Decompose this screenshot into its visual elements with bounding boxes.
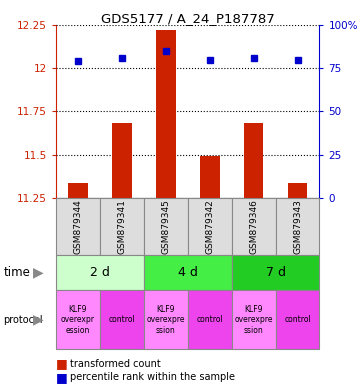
Bar [100,198,144,255]
Bar [200,156,219,198]
Bar [112,124,132,198]
Bar [275,198,319,255]
Text: GSM879345: GSM879345 [161,199,170,254]
Bar [288,183,308,198]
Bar [144,255,232,290]
Text: KLF9
overexpre
ssion: KLF9 overexpre ssion [234,305,273,334]
Text: GDS5177 / A_24_P187787: GDS5177 / A_24_P187787 [101,12,275,25]
Text: protocol: protocol [4,314,43,325]
Bar [56,255,144,290]
Bar [144,290,188,349]
Text: KLF9
overexpr
ession: KLF9 overexpr ession [61,305,95,334]
Text: GSM879343: GSM879343 [293,199,302,254]
Text: time: time [4,266,30,279]
Bar [275,290,319,349]
Bar [100,290,144,349]
Text: ■: ■ [56,371,68,384]
Text: KLF9
overexpre
ssion: KLF9 overexpre ssion [147,305,185,334]
Text: GSM879346: GSM879346 [249,199,258,254]
Text: 4 d: 4 d [178,266,198,279]
Text: 7 d: 7 d [266,266,286,279]
Text: control: control [284,315,311,324]
Text: GSM879344: GSM879344 [73,199,82,254]
Text: ■: ■ [56,358,68,371]
Bar [144,198,188,255]
Bar [188,198,232,255]
Bar [232,290,275,349]
Text: control: control [108,315,135,324]
Bar [56,290,100,349]
Bar [232,198,275,255]
Text: ▶: ▶ [32,266,43,280]
Bar [56,198,100,255]
Bar [232,255,319,290]
Bar [156,30,176,198]
Text: percentile rank within the sample: percentile rank within the sample [70,372,235,382]
Bar [244,124,264,198]
Text: GSM879342: GSM879342 [205,199,214,254]
Text: control: control [196,315,223,324]
Text: ▶: ▶ [32,313,43,327]
Text: transformed count: transformed count [70,359,161,369]
Text: 2 d: 2 d [90,266,110,279]
Bar [188,290,232,349]
Text: GSM879341: GSM879341 [117,199,126,254]
Bar [68,183,88,198]
